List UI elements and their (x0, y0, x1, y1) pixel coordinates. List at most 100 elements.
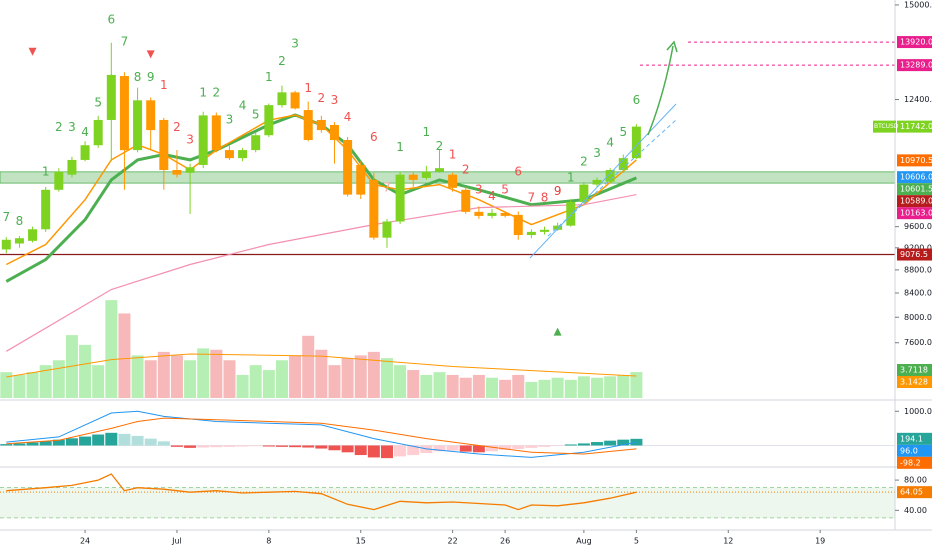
td-count-label: 1 (423, 125, 431, 139)
candle-body (224, 150, 234, 159)
candle-body (93, 119, 103, 146)
candle-body (14, 238, 24, 244)
volume-bar (564, 379, 577, 398)
x-tick-label: Jul (171, 537, 182, 546)
signal-down (28, 47, 37, 56)
td-count-label: 2 (278, 54, 286, 68)
macd-histogram-bar (394, 445, 407, 457)
td-count-label: 2 (462, 162, 470, 176)
td-count-label: 1 (449, 147, 457, 161)
candle-body (356, 164, 366, 195)
candle-body (277, 92, 287, 106)
x-tick-label: 12 (723, 537, 733, 546)
price-badge-label: 194.1 (900, 434, 923, 443)
macd-histogram-bar (315, 445, 328, 449)
macd-histogram-bar (538, 445, 551, 447)
volume-bar (157, 351, 170, 398)
candle-body (133, 100, 143, 151)
macd-histogram-bar (26, 442, 39, 446)
candle-body (67, 159, 77, 175)
volume-bar (538, 379, 551, 398)
volume-bar (144, 360, 157, 398)
macd-histogram-bar (617, 439, 630, 446)
td-count-label: 3 (68, 120, 76, 134)
macd-histogram-bar (367, 445, 380, 458)
macd-histogram-bar (486, 445, 499, 452)
macd-histogram-bar (407, 445, 420, 456)
macd-histogram-bar (0, 444, 13, 446)
price-badge (897, 456, 932, 469)
candle-body (264, 105, 274, 136)
macd-histogram-bar (170, 445, 183, 447)
td-count-label: 3 (291, 36, 299, 50)
y-tick-label: 12400.0 (904, 95, 932, 104)
price-badge (897, 207, 932, 220)
volume-bar (170, 355, 183, 398)
volume-bar (131, 355, 144, 398)
td-count-label: 2 (318, 91, 326, 105)
candle-body (238, 150, 248, 159)
td-count-label: 7 (2, 210, 10, 224)
symbol-badge (873, 120, 896, 133)
y-tick-label: 80.00 (904, 476, 927, 485)
volume-bar (394, 365, 407, 398)
volume-bar (525, 381, 538, 398)
candle-body (316, 119, 326, 131)
macd-histogram-bar (131, 435, 144, 446)
price-badge-label: 10606.0 (900, 173, 932, 182)
volume-bar (39, 365, 52, 398)
price-badge (897, 195, 932, 208)
macd-histogram-bar (275, 445, 288, 447)
candle-body (185, 167, 195, 173)
candle-body (579, 184, 589, 202)
volume-bar (52, 360, 65, 398)
price-badge-label: 10163.0 (900, 209, 932, 218)
candle-body (198, 115, 208, 165)
td-count-label: 5 (501, 182, 509, 196)
candle-body (119, 76, 129, 151)
macd-histogram-bar (564, 444, 577, 446)
volume-bar (512, 374, 525, 398)
x-tick-label: 26 (500, 537, 510, 546)
macd-histogram-bar (144, 438, 157, 446)
candle-body (343, 139, 353, 195)
td-count-label: 7 (121, 34, 129, 48)
price-badge (897, 59, 932, 72)
candle-body (146, 100, 156, 131)
td-count-label: 2 (55, 120, 63, 134)
price-badge (897, 183, 932, 196)
macd-histogram-bar (354, 445, 367, 456)
candle-body (159, 119, 169, 170)
price-badge-label: 10589.0 (900, 197, 932, 206)
candle-body (80, 145, 90, 160)
volume-ma-line (6, 353, 637, 378)
volume-bar (617, 374, 630, 398)
volume-bar (433, 372, 446, 398)
volume-bar (459, 377, 472, 398)
macd-histogram-bar (459, 445, 472, 452)
price-badge (897, 248, 932, 261)
macd-histogram-bar (92, 434, 105, 446)
volume-bar (197, 348, 210, 398)
td-count-label: 9 (147, 70, 155, 84)
macd-histogram-bar (118, 433, 131, 446)
candle-body (487, 212, 497, 216)
rsi-line (6, 473, 637, 511)
price-badge-label: 64.05 (900, 488, 923, 497)
macd-histogram-bar (341, 445, 354, 453)
td-count-label: 5 (94, 96, 102, 110)
candle-body (448, 174, 458, 188)
td-count-label: 4 (488, 189, 496, 203)
candle-body (28, 229, 38, 241)
volume-bar (275, 360, 288, 398)
candle-body (408, 174, 418, 180)
macd-signal-line (6, 417, 637, 455)
td-count-label: 1 (396, 140, 404, 154)
td-count-label: 4 (239, 98, 247, 112)
channel-line (529, 103, 677, 259)
td-count-label: 5 (619, 125, 627, 139)
volume-bar (341, 358, 354, 398)
td-count-label: 6 (370, 130, 378, 144)
td-count-label: 3 (593, 146, 601, 160)
volume-bar (315, 349, 328, 398)
